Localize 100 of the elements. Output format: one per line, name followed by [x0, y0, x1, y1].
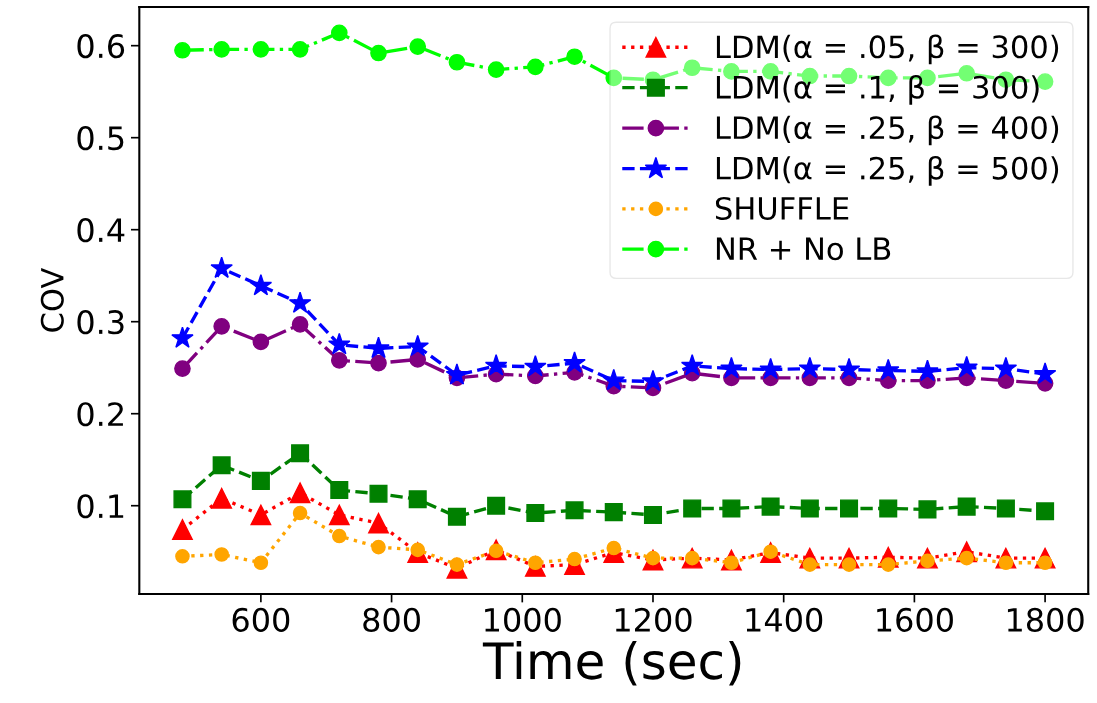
point [487, 61, 505, 78]
point [566, 48, 583, 66]
point [370, 354, 387, 372]
x-tick-label: 800 [363, 607, 420, 632]
point [918, 500, 937, 519]
legend-label: LDM(α = .1, β = 300) [716, 74, 1039, 105]
point [1036, 502, 1055, 521]
point [291, 316, 309, 333]
point [408, 490, 427, 509]
point [291, 444, 310, 463]
point [680, 354, 704, 376]
point [214, 547, 229, 562]
point [527, 58, 544, 76]
point [720, 356, 743, 379]
point [524, 354, 547, 377]
point [605, 69, 623, 87]
point [369, 484, 388, 503]
point [252, 333, 270, 351]
point [996, 499, 1015, 518]
point [994, 356, 1018, 379]
legend-label: LDM(α = .25, β = 500) [716, 155, 1059, 186]
point [957, 497, 976, 516]
point [1033, 362, 1057, 384]
point [252, 41, 270, 58]
point [368, 512, 389, 534]
y-tick-label: 0.3 [77, 310, 124, 335]
point [253, 555, 269, 571]
point [837, 357, 861, 380]
point [328, 504, 350, 526]
y-tick-label: 0.5 [77, 126, 124, 151]
point [955, 355, 978, 378]
point [175, 549, 190, 564]
point [683, 499, 702, 518]
point [332, 528, 347, 544]
x-tick-label: 600 [232, 607, 290, 632]
point [292, 505, 308, 521]
point [291, 41, 309, 58]
point [484, 354, 508, 376]
point [447, 507, 466, 526]
legend-label: SHUFFLE [715, 196, 849, 221]
y-axis-title: COV [40, 267, 64, 332]
point [406, 334, 429, 357]
legend-label: LDM(α = .05, β = 300) [716, 34, 1059, 65]
point [211, 487, 233, 509]
point [288, 291, 312, 313]
point [213, 317, 230, 335]
x-tick-label: 1400 [746, 607, 823, 632]
x-tick-label: 1200 [615, 607, 692, 632]
point [250, 504, 272, 526]
point [722, 499, 741, 518]
point [370, 44, 387, 62]
point [876, 358, 900, 381]
point [641, 369, 665, 392]
x-tick-label: 1600 [877, 607, 953, 632]
point [759, 357, 782, 380]
legend-label: LDM(α = .25, β = 400) [716, 115, 1059, 146]
point [251, 471, 270, 490]
y-tick-label: 0.6 [77, 34, 125, 59]
point [172, 519, 193, 541]
point [212, 456, 231, 475]
point [916, 359, 939, 382]
point [174, 360, 191, 377]
point [798, 356, 822, 379]
point [604, 503, 623, 522]
point [840, 67, 858, 85]
x-axis-title: Time (sec) [482, 640, 741, 686]
point [289, 482, 311, 504]
point [487, 496, 506, 515]
point [761, 497, 780, 516]
point [171, 326, 194, 348]
point [565, 501, 584, 520]
y-tick-label: 0.1 [77, 494, 124, 519]
legend-label: NR + No LB [716, 237, 891, 261]
point [367, 336, 390, 359]
point [328, 332, 351, 355]
point [526, 504, 545, 523]
point [445, 363, 469, 385]
point [840, 499, 859, 518]
point [330, 481, 349, 500]
point [173, 490, 192, 509]
point [409, 38, 427, 55]
point [800, 499, 819, 518]
y-tick-label: 0.4 [77, 218, 125, 243]
x-tick-label: 1800 [1007, 607, 1084, 632]
point [174, 41, 191, 59]
point [371, 539, 386, 555]
point [210, 256, 233, 279]
point [330, 352, 348, 369]
x-tick-label: 1000 [485, 607, 561, 632]
point [602, 368, 626, 391]
point [879, 499, 898, 518]
point [249, 274, 273, 296]
point [213, 41, 230, 58]
y-tick-label: 0.2 [77, 402, 123, 427]
point [330, 24, 348, 42]
point [567, 551, 582, 567]
point [683, 59, 701, 77]
point [448, 53, 466, 71]
point [563, 351, 586, 373]
point [606, 540, 622, 556]
